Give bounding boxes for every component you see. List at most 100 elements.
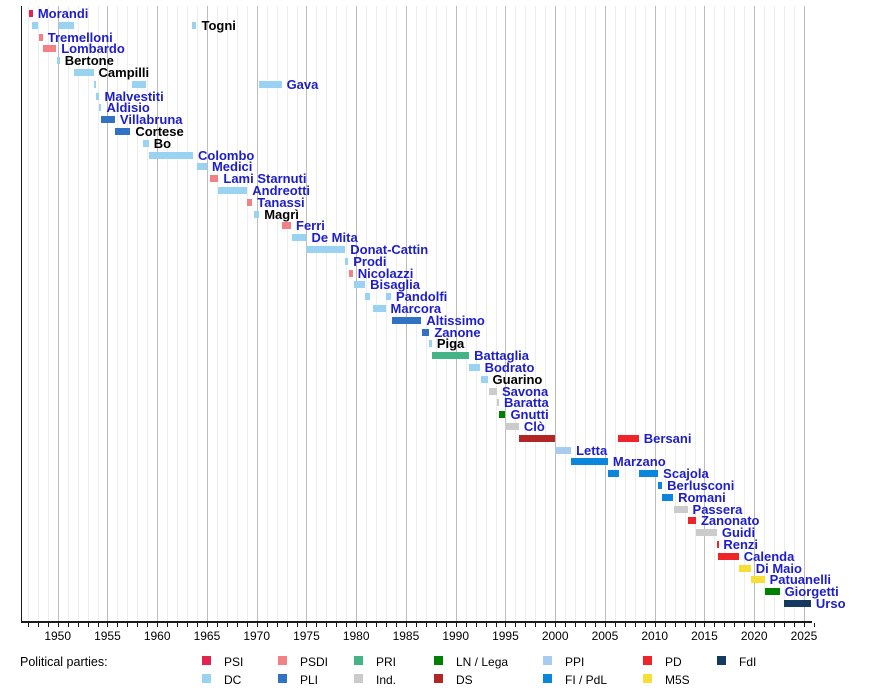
x-tick-label-2005: 2005	[591, 629, 619, 643]
minister-label-aldisio[interactable]: Aldisio	[106, 100, 150, 116]
minister-label-nicolazzi[interactable]: Nicolazzi	[357, 265, 414, 281]
minister-label-marzano[interactable]: Marzano	[612, 454, 666, 470]
x-axis-tick-1973	[286, 623, 288, 627]
minister-label-andreotti[interactable]: Andreotti	[252, 183, 311, 198]
term-bar-andreotti	[218, 187, 248, 194]
minister-label-lombardo[interactable]: Lombardo	[61, 41, 125, 57]
minister-label-malvestiti[interactable]: Malvestiti	[104, 88, 164, 104]
x-axis-tick-1980	[356, 623, 358, 627]
minister-label-bodrato[interactable]: Bodrato	[484, 360, 535, 375]
minister-label-calenda[interactable]: Calenda	[743, 548, 795, 564]
x-axis-tick-2022	[774, 623, 776, 627]
term-bar-scajola-1	[607, 470, 619, 478]
x-tick-label-2020: 2020	[740, 629, 768, 643]
minister-label-letta[interactable]: Letta	[576, 442, 608, 458]
x-axis-tick-2019	[744, 623, 746, 627]
minister-label-bersani[interactable]: Bersani	[643, 430, 692, 446]
minister-label-romani[interactable]: Romani	[678, 489, 726, 505]
minister-label-tremelloni[interactable]: Tremelloni	[47, 29, 113, 45]
gridline-1999	[545, 6, 547, 621]
x-axis-tick-2025	[803, 623, 805, 627]
minister-label-de-mita[interactable]: De Mita	[311, 230, 358, 246]
x-axis-tick-2006	[614, 623, 616, 627]
minister-label-colombo[interactable]: Colombo	[198, 147, 255, 163]
gridline-1995	[505, 6, 507, 621]
x-axis-tick-2008	[634, 623, 636, 627]
minister-label-marcora[interactable]: Marcora	[390, 301, 442, 316]
term-bar-guidi	[695, 529, 717, 537]
term-bar-piga	[429, 340, 432, 348]
minister-label-baratta[interactable]: Baratta	[503, 395, 549, 411]
minister-label-zanonato[interactable]: Zanonato	[700, 513, 760, 529]
minister-label-pandolfi[interactable]: Pandolfi	[396, 289, 448, 305]
gridline-2023	[784, 6, 786, 621]
x-axis-tick-2020	[754, 623, 756, 627]
minister-label-zanone[interactable]: Zanone	[434, 324, 481, 340]
minister-label-renzi[interactable]: Renzi	[723, 537, 759, 552]
x-tick-label-1995: 1995	[492, 629, 519, 643]
x-axis-tick-1955	[107, 623, 109, 627]
minister-label-gava[interactable]: Gava	[286, 76, 319, 92]
x-axis-tick-1977	[326, 623, 328, 627]
gridline-1978	[336, 6, 338, 621]
minister-label-scajola[interactable]: Scajola	[663, 466, 709, 482]
x-axis-tick-1965	[206, 623, 208, 627]
gridline-1947	[27, 6, 29, 621]
minister-label-villabruna[interactable]: Villabruna	[119, 112, 183, 128]
x-axis-tick-1964	[197, 623, 198, 627]
gridline-1955	[107, 6, 109, 621]
term-bar-gnutti	[499, 411, 506, 419]
x-axis-line	[21, 621, 812, 623]
minister-label-passera[interactable]: Passera	[692, 501, 743, 517]
minister-label-prodi[interactable]: Prodi	[353, 253, 387, 269]
gridline-1996	[515, 6, 517, 621]
minister-label-berlusconi[interactable]: Berlusconi	[667, 478, 735, 493]
minister-label-tanassi[interactable]: Tanassi	[257, 194, 305, 210]
term-bar-aldisio	[99, 104, 102, 112]
term-bar-cortese	[114, 128, 131, 135]
minister-label-lami-starnuti[interactable]: Lami Starnuti	[223, 171, 307, 187]
x-axis-tick-2001	[565, 623, 567, 627]
gridline-1965	[206, 6, 208, 621]
term-bar-medici	[196, 163, 207, 171]
term-bar-gava-3	[259, 80, 282, 88]
gridline-1992	[475, 6, 477, 621]
minister-label-altissimo[interactable]: Altissimo	[426, 312, 485, 328]
gridline-2003	[585, 6, 587, 621]
x-axis-tick-1978	[336, 623, 338, 627]
minister-label-ferri[interactable]: Ferri	[296, 218, 325, 234]
minister-label-patuanelli[interactable]: Patuanelli	[769, 572, 832, 588]
minister-label-gnutti[interactable]: Gnutti	[510, 407, 549, 423]
legend-label-dc: DC	[224, 673, 242, 687]
term-bar-bersani-1	[519, 434, 556, 442]
minister-label-giorgetti[interactable]: Giorgetti	[784, 584, 839, 600]
minister-label-guidi[interactable]: Guidi	[721, 525, 756, 541]
legend-swatch-psdi	[278, 656, 287, 665]
minister-label-medici[interactable]: Medici	[211, 159, 253, 175]
gridline-1953	[87, 6, 89, 621]
minister-label-battaglia[interactable]: Battaglia	[474, 348, 530, 364]
minister-label-di-maio[interactable]: Di Maio	[755, 560, 802, 576]
gridline-1970	[256, 6, 258, 621]
minister-label-bisaglia[interactable]: Bisaglia	[370, 277, 420, 293]
minister-label-donat-cattin[interactable]: Donat-Cattin	[350, 242, 429, 257]
minister-label-morandi[interactable]: Morandi	[37, 6, 89, 21]
x-axis-tick-2010	[654, 623, 656, 627]
x-axis-tick-1988	[435, 623, 437, 627]
minister-label-urso[interactable]: Urso	[815, 596, 846, 611]
x-axis-tick-2024	[794, 623, 795, 627]
term-bar-marzano	[571, 458, 608, 466]
minister-label-cl-[interactable]: Clò	[523, 419, 545, 434]
term-bar-malvestiti	[96, 92, 100, 100]
gridline-1981	[366, 6, 368, 621]
gridline-1986	[415, 6, 417, 621]
gridline-1950	[57, 6, 59, 621]
x-axis-tick-1953	[87, 623, 89, 627]
term-bar-colombo	[148, 151, 193, 159]
minister-label-guarino: Guarino	[492, 371, 543, 387]
term-bar-calenda	[718, 552, 739, 560]
x-axis-tick-1990	[455, 623, 457, 627]
x-tick-label-2010: 2010	[641, 629, 669, 643]
minister-label-savona[interactable]: Savona	[501, 383, 549, 399]
